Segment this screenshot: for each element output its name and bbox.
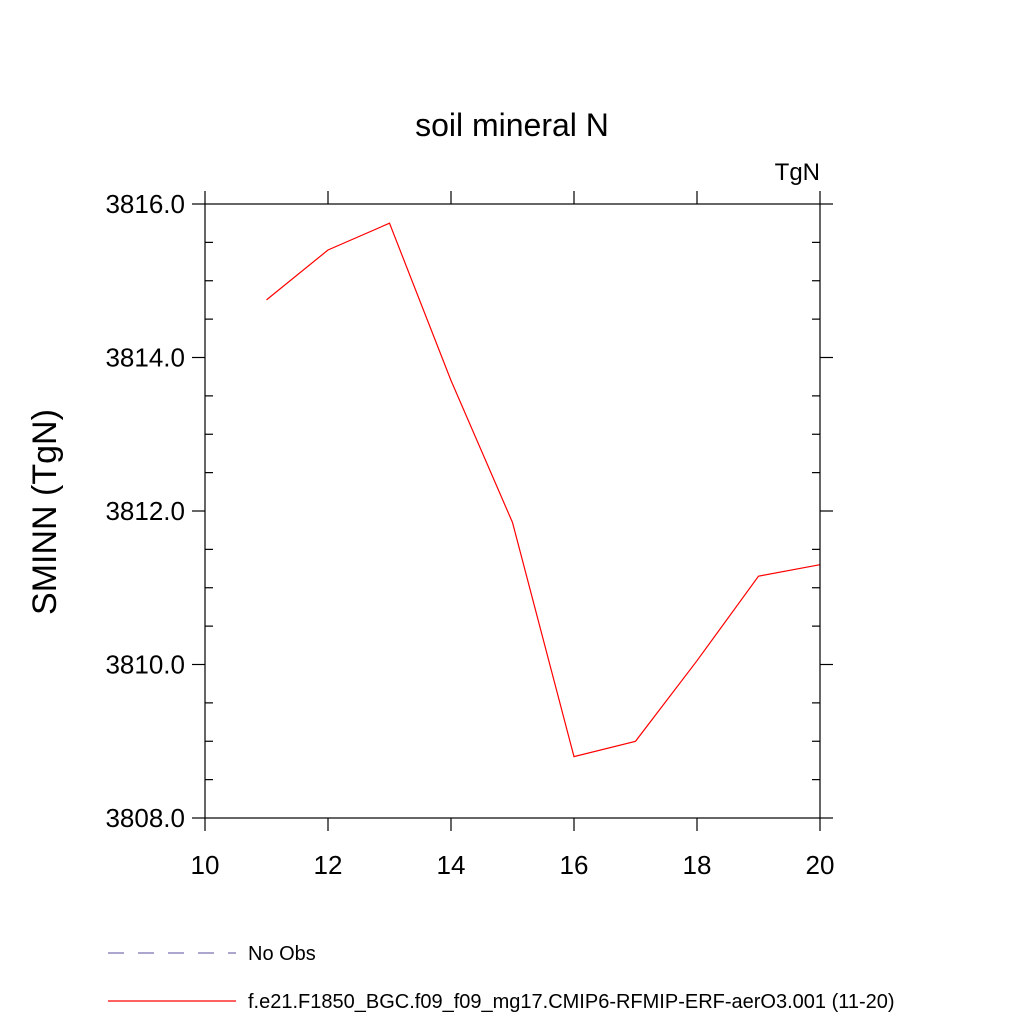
series-line	[266, 222, 821, 758]
tick-marks	[192, 191, 833, 831]
units-label: TgN	[775, 159, 820, 186]
x-tick-label: 20	[806, 850, 835, 880]
y-tick-label: 3808.0	[105, 803, 185, 833]
y-tick-label: 3812.0	[105, 496, 185, 526]
x-tick-label: 16	[560, 850, 589, 880]
y-tick-label: 3810.0	[105, 650, 185, 680]
x-tick-label: 14	[437, 850, 466, 880]
y-axis-label: SMINN (TgN)	[26, 409, 64, 615]
y-tick-label: 3816.0	[105, 189, 185, 219]
x-tick-label: 12	[314, 850, 343, 880]
legend: No Obs f.e21.F1850_BGC.f09_f09_mg17.CMIP…	[108, 943, 895, 1013]
legend-label-no-obs: No Obs	[248, 943, 316, 965]
x-tick-label: 18	[683, 850, 712, 880]
x-tick-label: 10	[191, 850, 220, 880]
series-lines	[266, 222, 821, 758]
y-tick-labels: 3808.0 3810.0 3812.0 3814.0 3816.0	[105, 189, 185, 833]
x-tick-labels: 10 12 14 16 18 20	[191, 850, 835, 880]
y-tick-label: 3814.0	[105, 343, 185, 373]
plot-frame	[204, 203, 821, 819]
legend-label-run: f.e21.F1850_BGC.f09_f09_mg17.CMIP6-RFMIP…	[248, 991, 895, 1013]
chart-title: soil mineral N	[415, 107, 609, 143]
